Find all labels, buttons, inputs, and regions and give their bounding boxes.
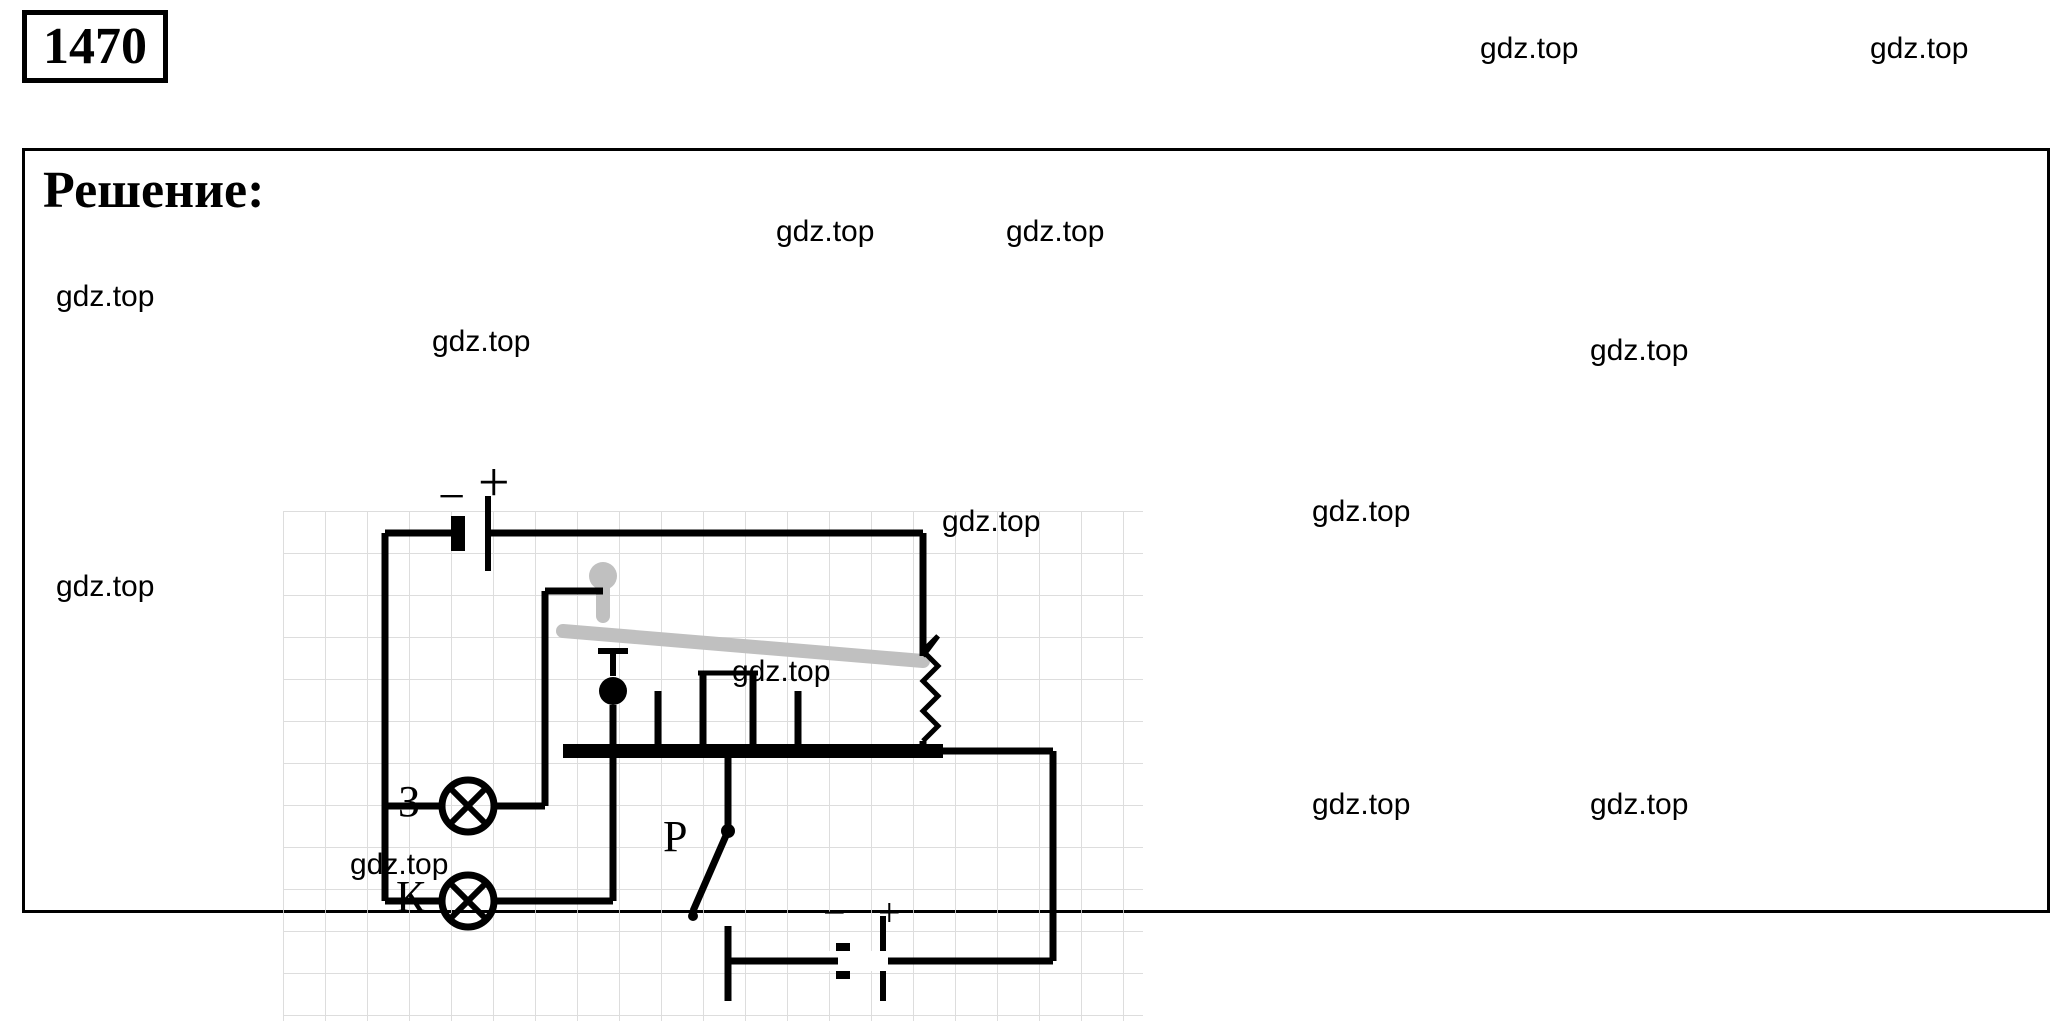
plus-top-label: + xyxy=(478,451,510,515)
watermark-text: gdz.top xyxy=(1312,788,1410,822)
watermark-text: gdz.top xyxy=(732,655,830,689)
watermark-text: gdz.top xyxy=(56,570,154,604)
plus-bottom-label: + xyxy=(878,889,901,936)
watermark-text: gdz.top xyxy=(1590,334,1688,368)
circuit-diagram: + − З К Р + − xyxy=(283,391,1123,1001)
watermark-text: gdz.top xyxy=(1870,32,1968,66)
watermark-text: gdz.top xyxy=(1312,495,1410,529)
watermark-text: gdz.top xyxy=(1590,788,1688,822)
watermark-text: gdz.top xyxy=(1480,32,1578,66)
problem-number: 1470 xyxy=(22,10,168,83)
minus-bottom-label: − xyxy=(823,889,846,936)
watermark-text: gdz.top xyxy=(56,280,154,314)
lamp-z-label: З xyxy=(398,776,420,827)
solution-title: Решение: xyxy=(43,161,264,220)
watermark-text: gdz.top xyxy=(432,325,530,359)
watermark-text: gdz.top xyxy=(776,215,874,249)
minus-top-label: − xyxy=(438,469,465,524)
watermark-text: gdz.top xyxy=(350,848,448,882)
watermark-text: gdz.top xyxy=(1006,215,1104,249)
switch-p-label: Р xyxy=(663,811,687,862)
watermark-text: gdz.top xyxy=(942,505,1040,539)
